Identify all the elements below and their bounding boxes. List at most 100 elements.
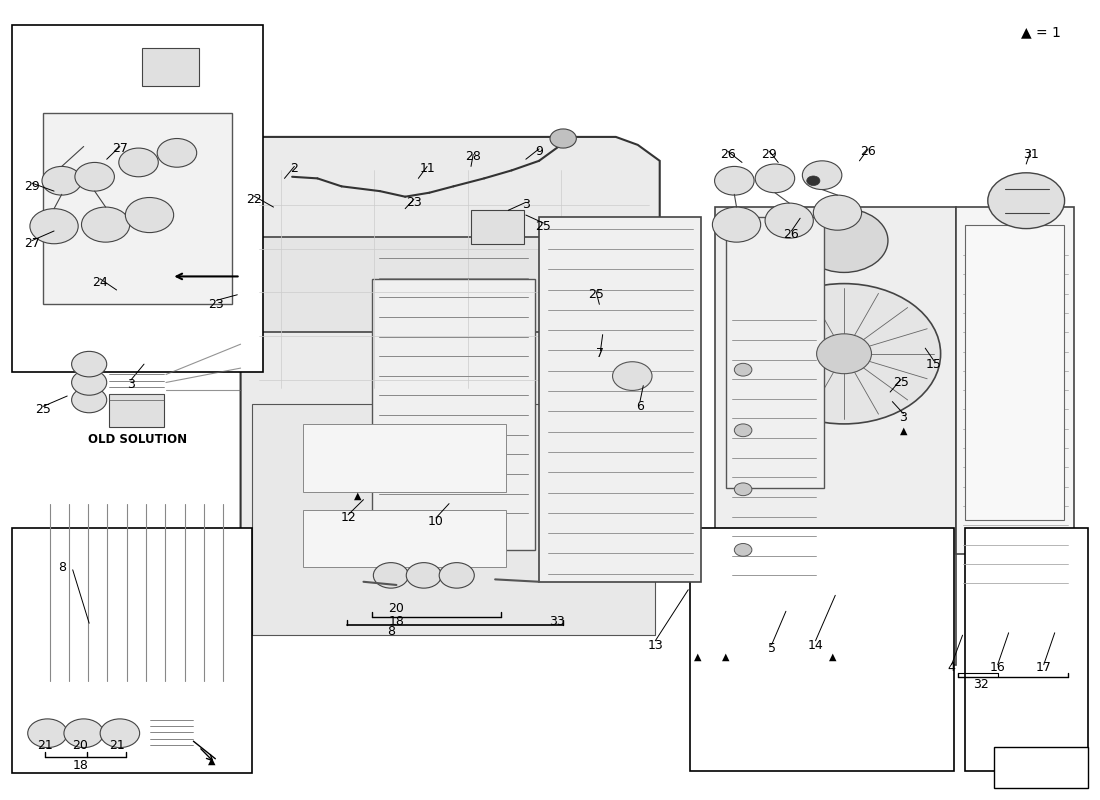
Text: 18: 18 <box>73 758 88 772</box>
Text: 17: 17 <box>1036 661 1052 674</box>
Text: 20: 20 <box>73 739 88 753</box>
Circle shape <box>813 195 861 230</box>
Circle shape <box>735 424 752 437</box>
Bar <box>965 225 1064 519</box>
Circle shape <box>715 166 755 195</box>
Circle shape <box>550 129 576 148</box>
Bar <box>43 113 232 304</box>
Text: 25: 25 <box>588 288 604 302</box>
Text: 9: 9 <box>535 145 543 158</box>
Circle shape <box>72 351 107 377</box>
Circle shape <box>439 562 474 588</box>
Text: 3: 3 <box>900 411 908 424</box>
Text: ▲: ▲ <box>900 426 908 435</box>
Text: ▲: ▲ <box>694 652 702 662</box>
Text: 25: 25 <box>893 376 909 389</box>
Circle shape <box>748 284 940 424</box>
Text: 12: 12 <box>340 511 356 525</box>
Text: 23: 23 <box>209 298 224 311</box>
Text: 5: 5 <box>768 642 776 655</box>
Circle shape <box>64 719 103 747</box>
Text: 3: 3 <box>126 378 135 390</box>
Circle shape <box>735 483 752 496</box>
Bar <box>252 404 656 635</box>
Text: 7: 7 <box>596 347 605 360</box>
Text: 13: 13 <box>648 639 663 652</box>
Text: 22: 22 <box>246 193 262 206</box>
Text: 26: 26 <box>783 228 800 241</box>
Circle shape <box>72 387 107 413</box>
Text: 21: 21 <box>37 739 53 753</box>
Bar <box>304 510 506 567</box>
Circle shape <box>735 543 752 556</box>
Circle shape <box>436 512 484 546</box>
Text: 3: 3 <box>521 198 530 211</box>
Bar <box>109 394 164 427</box>
Text: 27: 27 <box>24 238 40 250</box>
Polygon shape <box>241 137 660 563</box>
Circle shape <box>28 719 67 747</box>
Text: ▲: ▲ <box>722 652 729 662</box>
Bar <box>304 424 506 492</box>
Text: 32: 32 <box>974 678 989 691</box>
Circle shape <box>373 562 408 588</box>
Text: 20: 20 <box>388 602 405 615</box>
Circle shape <box>806 176 820 186</box>
Text: 8: 8 <box>57 561 66 574</box>
Text: 29: 29 <box>761 148 778 161</box>
Text: 15: 15 <box>926 358 942 370</box>
Circle shape <box>766 203 813 238</box>
Circle shape <box>988 173 1065 229</box>
Text: 25: 25 <box>536 220 551 233</box>
Bar <box>471 210 524 244</box>
Text: OLD SOLUTION: OLD SOLUTION <box>88 434 187 446</box>
Text: 29: 29 <box>24 180 40 193</box>
Text: 23: 23 <box>406 196 421 209</box>
Bar <box>956 207 1075 554</box>
Circle shape <box>802 161 842 190</box>
Bar <box>965 527 1088 770</box>
Bar <box>372 279 535 550</box>
Bar <box>539 217 702 582</box>
Text: 8: 8 <box>387 625 395 638</box>
Bar <box>241 237 660 332</box>
Text: 2: 2 <box>290 162 298 175</box>
Circle shape <box>735 363 752 376</box>
Circle shape <box>613 362 652 390</box>
Text: 6: 6 <box>636 400 644 413</box>
Text: 31: 31 <box>1023 148 1038 161</box>
Bar <box>142 48 199 86</box>
Circle shape <box>75 162 114 191</box>
Circle shape <box>756 164 794 193</box>
Text: 16: 16 <box>990 661 1005 674</box>
Text: ▲: ▲ <box>829 652 837 662</box>
Bar <box>994 746 1088 788</box>
Bar <box>12 26 263 372</box>
Text: 21: 21 <box>109 739 124 753</box>
Bar <box>691 527 954 770</box>
Circle shape <box>157 138 197 167</box>
Circle shape <box>72 370 107 395</box>
Circle shape <box>816 334 871 374</box>
Text: 27: 27 <box>112 142 128 155</box>
Circle shape <box>42 166 81 195</box>
Bar <box>726 217 824 488</box>
Text: 26: 26 <box>719 148 736 161</box>
Text: 24: 24 <box>92 275 108 289</box>
Circle shape <box>713 207 761 242</box>
Text: ▲: ▲ <box>208 755 216 766</box>
Text: ▲: ▲ <box>354 490 362 501</box>
Circle shape <box>119 148 158 177</box>
Text: 14: 14 <box>807 639 824 652</box>
Text: 11: 11 <box>419 162 435 175</box>
Circle shape <box>125 198 174 233</box>
Text: 10: 10 <box>428 514 443 528</box>
Text: 33: 33 <box>549 615 564 628</box>
Text: 25: 25 <box>35 403 51 416</box>
Circle shape <box>406 562 441 588</box>
Text: 26: 26 <box>860 145 876 158</box>
Circle shape <box>100 719 140 747</box>
Text: 28: 28 <box>465 150 481 163</box>
Text: 4: 4 <box>947 661 956 674</box>
Bar <box>715 207 956 666</box>
